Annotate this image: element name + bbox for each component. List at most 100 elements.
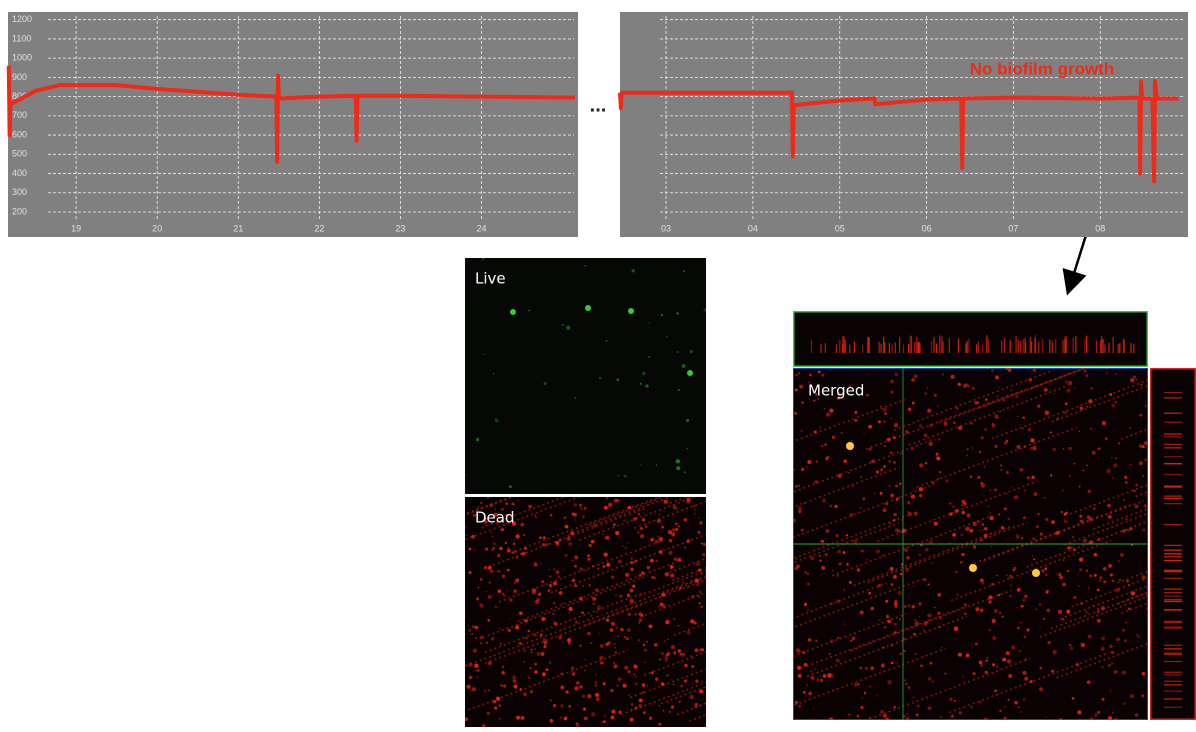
speck (1016, 607, 1017, 608)
speck (572, 672, 576, 676)
speck (905, 568, 909, 572)
speck (1058, 610, 1062, 614)
speck (635, 676, 636, 677)
speck (692, 657, 694, 659)
speck (852, 516, 853, 517)
speck (631, 704, 633, 706)
speck (981, 436, 984, 439)
speck (1029, 378, 1032, 381)
speck (661, 314, 663, 316)
speck (613, 664, 617, 668)
speck (1126, 580, 1129, 583)
panel-label: Merged (808, 382, 864, 400)
speck (1141, 694, 1144, 697)
speck (701, 543, 703, 545)
speck (507, 547, 509, 549)
speck (630, 589, 634, 593)
speck (1037, 405, 1040, 408)
speck (659, 658, 661, 660)
speck (569, 612, 570, 613)
speck (926, 469, 927, 470)
speck (1083, 539, 1087, 543)
speck (491, 535, 493, 537)
speck (625, 573, 629, 577)
speck (1087, 680, 1091, 684)
cell (846, 442, 854, 450)
speck (539, 536, 542, 539)
speck (861, 697, 863, 699)
speck (850, 513, 853, 516)
speck (1135, 484, 1138, 487)
speck (914, 375, 917, 378)
speck (1115, 457, 1117, 459)
speck (860, 507, 862, 509)
speck (1004, 442, 1006, 444)
speck (658, 538, 662, 542)
speck (503, 685, 506, 688)
speck (1056, 531, 1060, 535)
speck (640, 383, 642, 385)
speck (568, 542, 572, 546)
speck (556, 570, 560, 574)
speck (1133, 490, 1135, 492)
speck (670, 565, 674, 569)
speck (509, 485, 512, 488)
speck (618, 677, 622, 681)
speck (912, 696, 914, 698)
speck (616, 626, 619, 629)
speck (614, 647, 615, 648)
speck (1107, 504, 1111, 508)
speck (544, 382, 547, 385)
cell (585, 305, 591, 311)
speck (556, 623, 558, 625)
speck (865, 667, 868, 670)
speck (807, 573, 809, 575)
speck (1003, 399, 1005, 401)
speck (1094, 714, 1097, 717)
speck (992, 663, 995, 666)
speck (643, 711, 646, 714)
speck (957, 594, 958, 595)
y-tick-label: 1100 (12, 33, 31, 43)
speck (801, 401, 804, 404)
speck (509, 618, 511, 620)
speck (1017, 588, 1021, 592)
speck (501, 528, 504, 531)
speck (868, 425, 872, 429)
speck (927, 387, 929, 389)
speck (579, 597, 583, 601)
speck (677, 351, 679, 353)
speck (1125, 506, 1126, 507)
speck (662, 553, 663, 554)
speck (584, 265, 586, 267)
speck (868, 448, 871, 451)
speck (1081, 643, 1082, 644)
speck (990, 490, 991, 491)
speck (645, 525, 647, 527)
speck (558, 576, 560, 578)
speck (834, 505, 837, 508)
speck (584, 509, 585, 510)
speck (1024, 490, 1025, 491)
speck (684, 664, 687, 667)
speck (496, 697, 500, 701)
speck (1108, 716, 1112, 720)
speck (574, 503, 577, 506)
speck (493, 542, 496, 545)
speck (618, 475, 619, 476)
speck (647, 685, 648, 686)
speck (867, 559, 869, 561)
speck (1014, 701, 1017, 704)
cell (687, 370, 693, 376)
speck (1135, 379, 1137, 381)
speck (1079, 485, 1081, 487)
speck (630, 599, 634, 603)
speck (973, 672, 976, 675)
speck (991, 546, 992, 547)
speck (883, 508, 887, 512)
speck (666, 674, 668, 676)
speck (568, 705, 571, 708)
speck (894, 423, 898, 427)
speck (687, 586, 689, 588)
annotation: No biofilm growth (970, 59, 1114, 78)
